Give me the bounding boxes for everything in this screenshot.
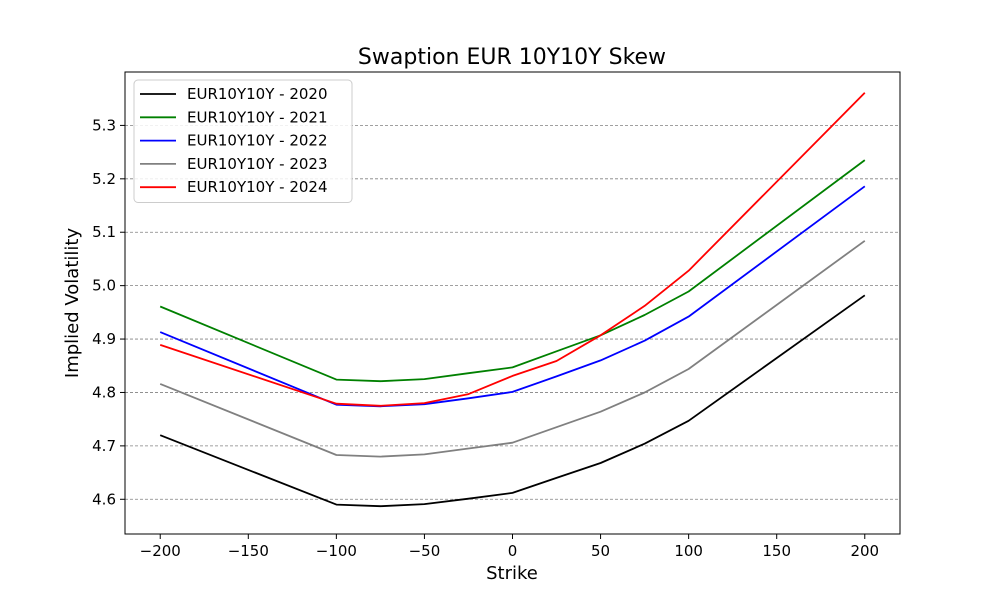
y-axis-label: Implied Volatility	[62, 228, 83, 379]
series-line	[159, 240, 866, 458]
y-tick-label: 5.1	[92, 223, 116, 241]
x-tick-label: 50	[591, 542, 610, 560]
x-axis-label: Strike	[486, 563, 538, 584]
y-tick-label: 4.9	[92, 330, 116, 348]
series-line	[159, 92, 866, 407]
legend-label: EUR10Y10Y - 2023	[187, 155, 328, 173]
x-tick-label: 200	[850, 542, 879, 560]
x-tick-label: −100	[316, 542, 357, 560]
x-tick-label: −150	[228, 542, 269, 560]
series-layer	[159, 92, 866, 508]
y-tick-label: 5.2	[92, 170, 116, 188]
legend: EUR10Y10Y - 2020 EUR10Y10Y - 2021 EUR10Y10…	[133, 79, 353, 203]
series-line	[159, 185, 866, 408]
gridlines	[125, 125, 900, 500]
x-axis: −200 −150 −100 −50 0 50 100 150 200	[140, 534, 879, 560]
legend-label: EUR10Y10Y - 2020	[187, 85, 328, 103]
y-tick-label: 4.8	[92, 383, 116, 401]
legend-label: EUR10Y10Y - 2024	[187, 178, 328, 196]
x-tick-label: −200	[140, 542, 181, 560]
y-axis: 4.6 4.7 4.8 4.9 5.0 5.1 5.2 5.3	[92, 116, 125, 508]
x-tick-label: 150	[762, 542, 791, 560]
x-tick-label: 0	[508, 542, 518, 560]
series-line	[159, 159, 866, 383]
legend-box	[133, 79, 353, 203]
legend-label: EUR10Y10Y - 2021	[187, 108, 328, 126]
y-tick-label: 4.6	[92, 490, 116, 508]
x-tick-label: 100	[674, 542, 703, 560]
y-tick-label: 5.0	[92, 277, 116, 295]
x-tick-label: −50	[409, 542, 441, 560]
legend-label: EUR10Y10Y - 2022	[187, 132, 328, 150]
series-line	[159, 294, 866, 508]
y-tick-label: 5.3	[92, 116, 116, 134]
y-tick-label: 4.7	[92, 437, 116, 455]
chart-title: Swaption EUR 10Y10Y Skew	[358, 45, 666, 70]
